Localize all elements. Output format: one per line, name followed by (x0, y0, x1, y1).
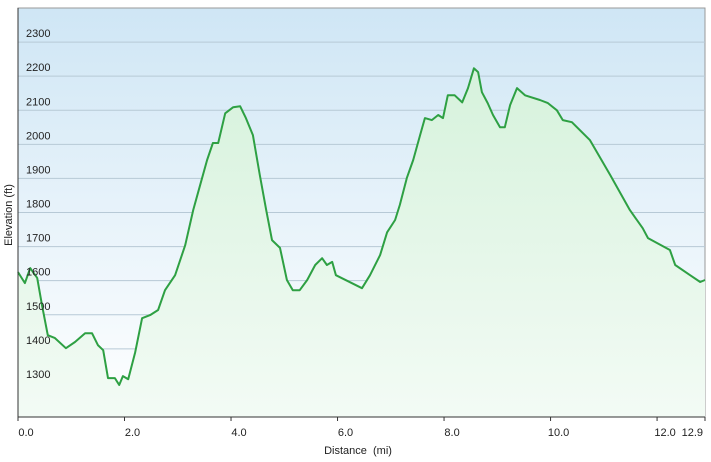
area-fill (18, 68, 705, 418)
x-tick-label: 10.0 (548, 427, 569, 439)
y-tick-label: 2100 (26, 96, 50, 108)
y-tick-label: 1400 (26, 335, 50, 347)
x-tick-label: 4.0 (231, 427, 246, 439)
y-axis-label: Elevation (ft) (3, 184, 15, 246)
x-tick-label: 8.0 (444, 427, 459, 439)
y-tick-label: 2200 (26, 62, 50, 74)
y-tick-label: 1800 (26, 199, 50, 211)
elevation-line (17, 67, 706, 386)
x-tick-label: 12.9 (682, 427, 703, 439)
y-tick-label: 1600 (26, 267, 50, 279)
x-tick-label: 0.0 (18, 427, 33, 439)
x-tick-label: 2.0 (125, 427, 140, 439)
y-tick-label: 2300 (26, 28, 50, 40)
y-tick-label: 1900 (26, 164, 50, 176)
y-tick-label: 1700 (26, 233, 50, 245)
x-tick-label: 12.0 (654, 427, 675, 439)
y-tick-label: 2000 (26, 130, 50, 142)
x-tick-label: 6.0 (338, 427, 353, 439)
y-tick-label: 1300 (26, 369, 50, 381)
y-tick-label: 1500 (26, 301, 50, 313)
x-axis-label: Distance (mi) (324, 445, 392, 457)
